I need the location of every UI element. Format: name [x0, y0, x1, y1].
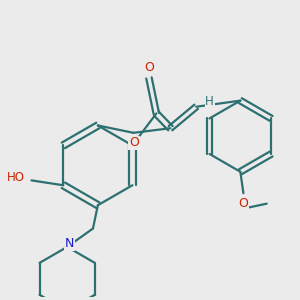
- Text: O: O: [144, 61, 154, 74]
- Text: H: H: [205, 95, 214, 108]
- Text: O: O: [238, 197, 248, 210]
- Text: O: O: [129, 136, 139, 149]
- Text: HO: HO: [7, 171, 25, 184]
- Text: N: N: [65, 237, 74, 250]
